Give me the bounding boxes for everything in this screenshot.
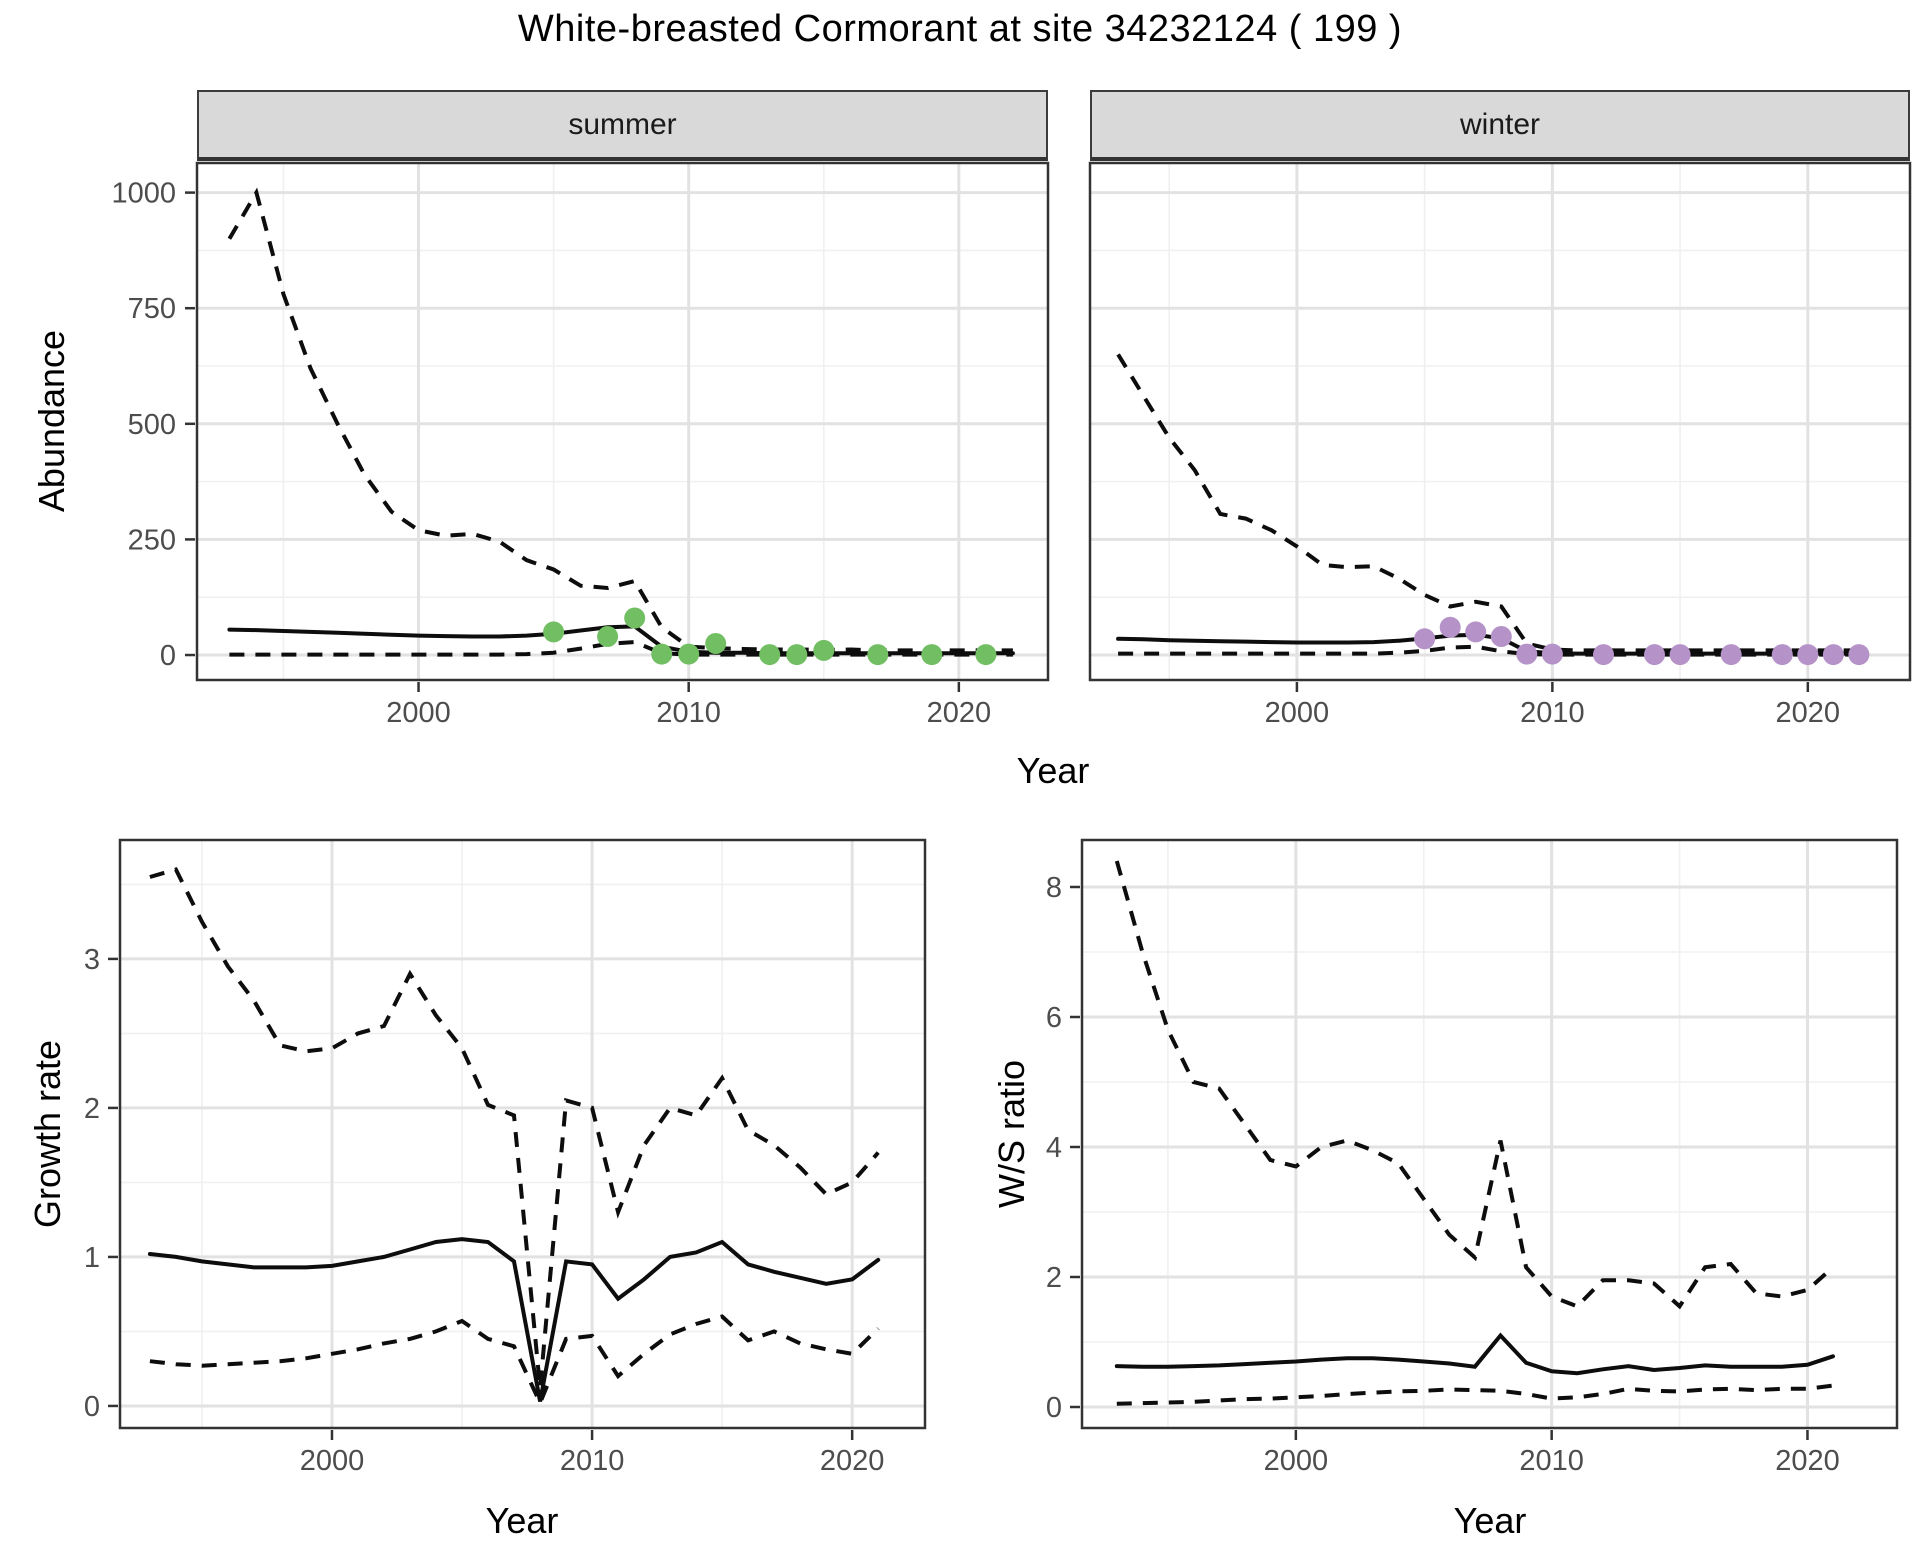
- y-tick-label: 2: [84, 1093, 100, 1125]
- axis-ws-ratio: 2000 2010 2020 0 2 4 6 8: [1046, 872, 1840, 1477]
- y-tick-label: 0: [160, 640, 176, 672]
- abundance-winter-upper-95ci-line: [1116, 353, 1859, 653]
- observation-point: [1822, 644, 1844, 666]
- chart-title: White-breasted Cormorant at site 3423212…: [517, 8, 1403, 50]
- observation-point: [1414, 628, 1436, 650]
- x-axis-title-year-top: Year: [1016, 750, 1090, 791]
- facet-strip-summer: summer: [197, 90, 1048, 161]
- observation-point: [813, 639, 835, 661]
- ws-ratio-lower-95ci-line: [1116, 1383, 1834, 1406]
- observation-point: [543, 621, 565, 643]
- observation-point: [705, 633, 727, 654]
- y-tick-label: 250: [128, 524, 176, 556]
- observed-counts-winter: [1414, 616, 1870, 666]
- x-tick-label: 2020: [1775, 1445, 1840, 1477]
- observation-point: [1797, 644, 1819, 666]
- y-tick-label: 0: [84, 1391, 100, 1423]
- observation-point: [1720, 644, 1742, 666]
- ws-ratio-fit-line: [1114, 1332, 1835, 1376]
- gridlines-ws-ratio: [1082, 840, 1897, 1428]
- observation-point: [1465, 621, 1487, 643]
- x-tick-label: 2010: [560, 1445, 625, 1477]
- observation-point: [786, 644, 808, 666]
- panel-abundance-winter: 2000 2010 2020: [1088, 161, 1912, 729]
- panel-background: [120, 840, 925, 1428]
- observation-point: [624, 607, 646, 629]
- panel-ws-ratio: 2000 2010 2020 0 2 4 6 8: [1046, 838, 1899, 1477]
- x-tick-label: 2000: [386, 697, 451, 729]
- observation-point: [678, 643, 700, 665]
- observation-point: [1771, 644, 1793, 666]
- abundance-winter-lower-95ci-line: [1118, 644, 1859, 657]
- observation-point: [1593, 644, 1614, 666]
- panel-abundance-summer: 2000 2010 2020 0 250 500 750 1000: [111, 161, 1050, 729]
- x-tick-label: 2010: [656, 697, 721, 729]
- observation-point: [921, 644, 943, 666]
- y-tick-label: 8: [1046, 872, 1062, 904]
- observation-point: [1644, 644, 1665, 666]
- y-tick-label: 750: [128, 293, 176, 325]
- x-tick-label: 2000: [300, 1445, 365, 1477]
- y-axis-title-ws-ratio: W/S ratio: [991, 1059, 1032, 1209]
- panel-border: [1080, 838, 1899, 1430]
- panel-background: [1082, 840, 1897, 1428]
- observation-point: [1516, 643, 1538, 665]
- axis-growth-rate: 2000 2010 2020 0 1 2 3: [84, 944, 885, 1477]
- observation-point: [1439, 616, 1461, 638]
- y-tick-label: 1: [84, 1242, 100, 1274]
- x-axis-title-year-ws: Year: [1453, 1500, 1527, 1541]
- x-tick-label: 2000: [1264, 1445, 1329, 1477]
- panel-border: [118, 838, 927, 1430]
- y-tick-label: 6: [1046, 1002, 1062, 1034]
- observation-point: [597, 626, 619, 647]
- y-tick-label: 500: [128, 409, 176, 441]
- observed-counts-summer: [543, 607, 997, 666]
- panel-border: [195, 161, 1050, 682]
- y-tick-label: 3: [84, 944, 100, 976]
- observation-point: [1669, 644, 1691, 666]
- gridlines-abundance-winter: [1090, 163, 1910, 680]
- x-axis-title-year-growth: Year: [485, 1500, 559, 1541]
- gridlines-growth-rate: [120, 840, 925, 1428]
- observation-point: [867, 644, 889, 666]
- y-tick-label: 1000: [111, 178, 176, 210]
- x-tick-label: 2000: [1265, 697, 1330, 729]
- observation-point: [975, 644, 997, 666]
- y-tick-label: 4: [1046, 1132, 1062, 1164]
- observation-point: [1490, 626, 1512, 647]
- y-tick-label: 0: [1046, 1392, 1062, 1424]
- x-tick-label: 2020: [927, 697, 992, 729]
- axis-abundance-summer: 2000 2010 2020 0 250 500 750 1000: [111, 178, 991, 729]
- y-tick-label: 2: [1046, 1262, 1062, 1294]
- panel-growth-rate: 2000 2010 2020 0 1 2 3: [84, 838, 927, 1477]
- facet-label-winter: winter: [1459, 107, 1541, 141]
- y-axis-title-growth-rate: Growth rate: [27, 1039, 68, 1229]
- growth-rate-fit-line: [147, 1237, 881, 1402]
- x-tick-label: 2020: [1776, 697, 1841, 729]
- x-tick-label: 2010: [1520, 697, 1585, 729]
- x-tick-label: 2010: [1519, 1445, 1584, 1477]
- x-tick-label: 2020: [820, 1445, 885, 1477]
- panel-border: [1088, 161, 1912, 682]
- observation-point: [1848, 644, 1870, 666]
- facet-label-summer: summer: [568, 107, 677, 141]
- observation-point: [651, 643, 673, 665]
- growth-rate-upper-95ci-line: [149, 867, 880, 1389]
- ws-ratio-upper-95ci-line: [1114, 860, 1835, 1310]
- observation-point: [759, 644, 781, 666]
- axis-abundance-winter: 2000 2010 2020: [1265, 682, 1840, 729]
- growth-rate-lower-95ci-line: [149, 1314, 880, 1409]
- panel-background: [197, 163, 1048, 680]
- facet-strip-winter: winter: [1090, 90, 1910, 161]
- y-axis-title-abundance: Abundance: [31, 329, 72, 513]
- panel-background: [1090, 163, 1910, 680]
- observation-point: [1541, 643, 1563, 665]
